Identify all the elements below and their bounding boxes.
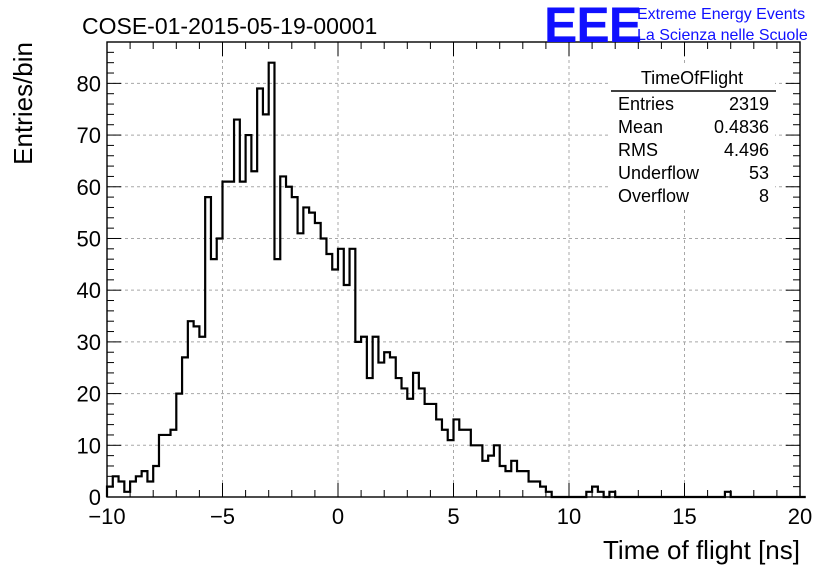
x-tick-label: 0 (332, 504, 344, 529)
stats-row-label: Underflow (618, 163, 700, 183)
y-tick-label: 40 (77, 278, 101, 303)
y-tick-label: 60 (77, 175, 101, 200)
logo-line-1: Extreme Energy Events (637, 6, 805, 23)
stats-box: TimeOfFlight Entries 2319 Mean 0.4836 RMS 4.4… (610, 65, 776, 210)
x-tick-label: 5 (447, 504, 459, 529)
stats-row-value: 0.4836 (714, 117, 769, 137)
y-tick-label: 10 (77, 433, 101, 458)
logo-line-2: La Scienza nelle Scuole (637, 27, 808, 44)
x-tick-label: −10 (88, 504, 125, 529)
eee-logo: EEE Extreme Energy Events La Scienza nel… (544, 0, 808, 53)
x-tick-label: 15 (672, 504, 696, 529)
stats-row-label: RMS (618, 140, 658, 160)
y-tick-label: 70 (77, 123, 101, 148)
stats-row-label: Mean (618, 117, 663, 137)
stats-row-label: Entries (618, 94, 674, 114)
x-tick-label: 20 (788, 504, 812, 529)
stats-box-background (610, 65, 775, 210)
y-tick-label: 50 (77, 226, 101, 251)
tick-labels: −10 −5 0 5 10 15 20 0 10 20 30 40 50 60 70 80 (77, 71, 813, 529)
x-tick-label: −5 (210, 504, 235, 529)
stats-row-value: 8 (759, 186, 769, 206)
axis-ticks (106, 41, 801, 498)
y-tick-label: 80 (77, 71, 101, 96)
stats-row-label: Overflow (618, 186, 690, 206)
stats-title: TimeOfFlight (641, 68, 743, 88)
logo-text: EEE (544, 0, 641, 53)
stats-row-value: 2319 (729, 94, 769, 114)
x-axis-label: Time of flight [ns] (603, 535, 800, 565)
y-tick-label: 30 (77, 330, 101, 355)
run-title: COSE-01-2015-05-19-00001 (82, 13, 377, 39)
y-tick-label: 0 (89, 485, 101, 510)
stats-row-value: 53 (749, 163, 769, 183)
y-tick-label: 20 (77, 382, 101, 407)
stats-row-value: 4.496 (724, 140, 769, 160)
y-axis-label: Entries/bin (8, 42, 38, 165)
x-tick-label: 10 (557, 504, 581, 529)
